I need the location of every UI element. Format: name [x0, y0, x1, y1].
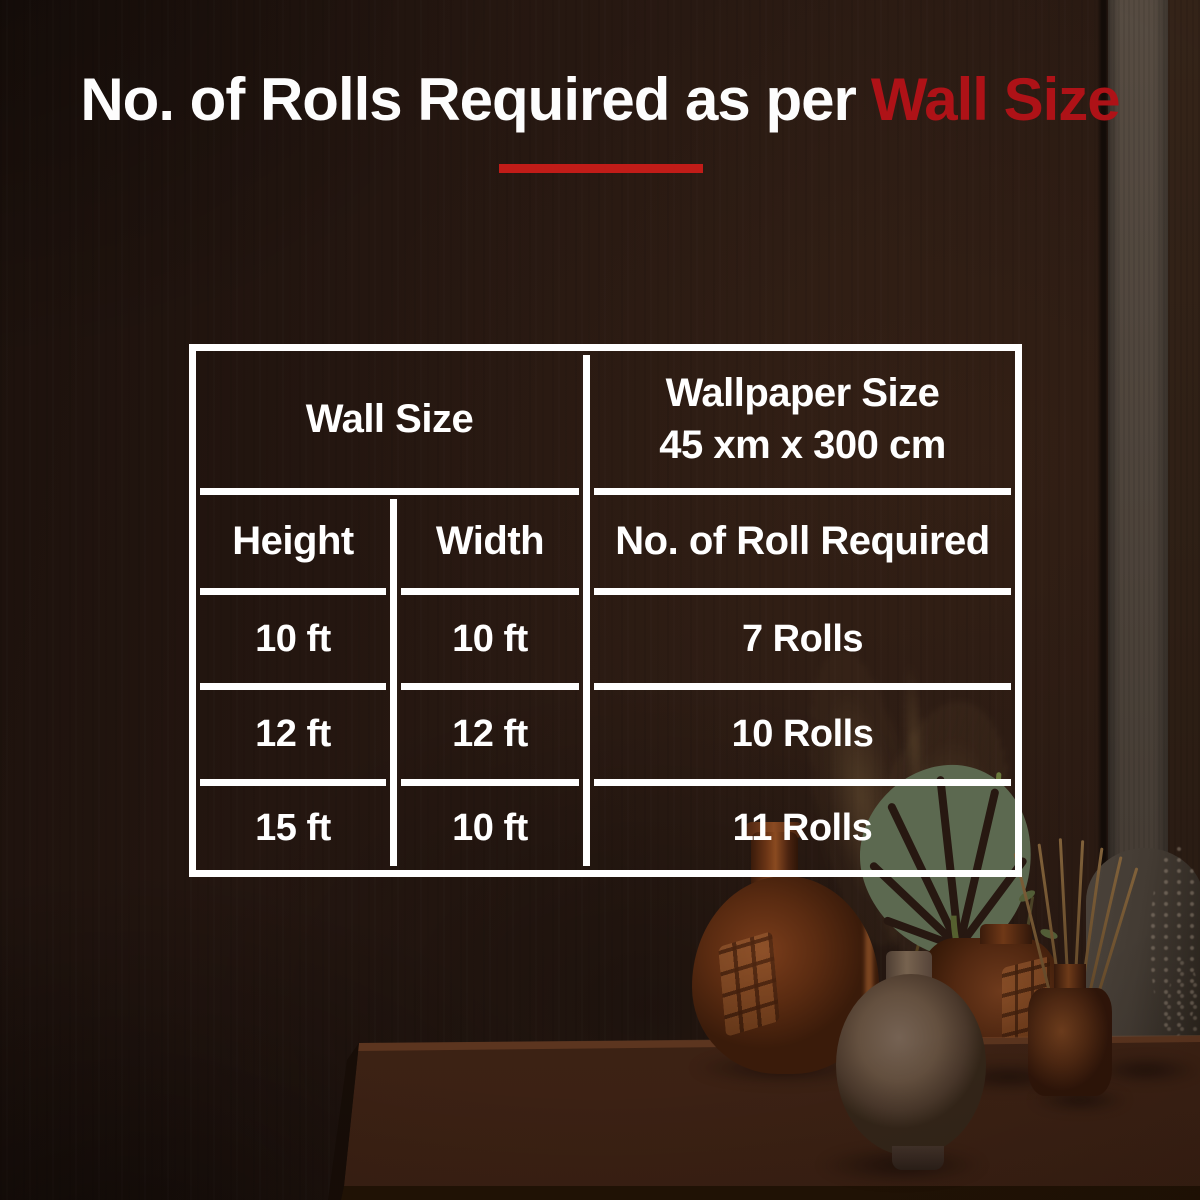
wallpaper-size-line2: 45 xm x 300 cm [659, 422, 946, 467]
grid-line-h [594, 779, 1011, 786]
cell-row1-rolls: 7 Rolls [741, 617, 864, 660]
grid-line-h [401, 683, 579, 690]
grid-line-v [390, 499, 397, 866]
grid-line-h [200, 779, 386, 786]
babys-breath-flowers [1150, 846, 1200, 1036]
title-underline [499, 164, 703, 173]
grid-line-h [594, 683, 1011, 690]
cell-row3-width: 10 ft [452, 806, 528, 849]
amber-glass-vase-back-rim [980, 924, 1032, 944]
cell-row1-width: 10 ft [452, 617, 528, 660]
cell-row2-width: 12 ft [452, 713, 528, 755]
cell-row2-height: 12 ft [255, 713, 331, 755]
white-ceramic-vase [836, 974, 986, 1156]
header-cell-wall-size: Wall Size [305, 397, 474, 441]
title-text: No. of Rolls Required as per [80, 66, 856, 133]
white-ceramic-vase-foot [892, 1146, 944, 1170]
grid-line-h [401, 779, 579, 786]
grid-line-h [401, 588, 579, 595]
header-cell-wallpaper-size: Wallpaper Size 45 xm x 300 cm [590, 351, 1015, 488]
grid-line-h [200, 683, 386, 690]
cell-row3-height: 15 ft [255, 806, 331, 849]
monstera-leaf [860, 764, 1031, 967]
cell-row1-height: 10 ft [255, 617, 331, 660]
grid-line-h [200, 488, 579, 495]
cell-row3-rolls: 11 Rolls [732, 806, 873, 849]
diffuser-bottle [1028, 988, 1112, 1096]
grid-line-h [200, 588, 386, 595]
header-cell-rolls-required: No. of Roll Required [615, 519, 990, 563]
glass-rim-light [865, 918, 873, 1030]
header-cell-width: Width [435, 519, 545, 563]
cell-row2-rolls: 10 Rolls [731, 713, 874, 755]
grid-line-h [594, 488, 1011, 495]
title-highlight: Wall Size [870, 66, 1121, 133]
header-cell-height: Height [232, 519, 354, 563]
grid-line-h [594, 588, 1011, 595]
page-title: No. of Rolls Required as per Wall Size [0, 68, 1200, 131]
grid-line-v [583, 355, 590, 866]
size-chart-table: Wall Size Wallpaper Size 45 xm x 300 cm … [189, 344, 1022, 877]
wallpaper-size-line1: Wallpaper Size [665, 371, 940, 416]
window-reflection [718, 930, 780, 1038]
